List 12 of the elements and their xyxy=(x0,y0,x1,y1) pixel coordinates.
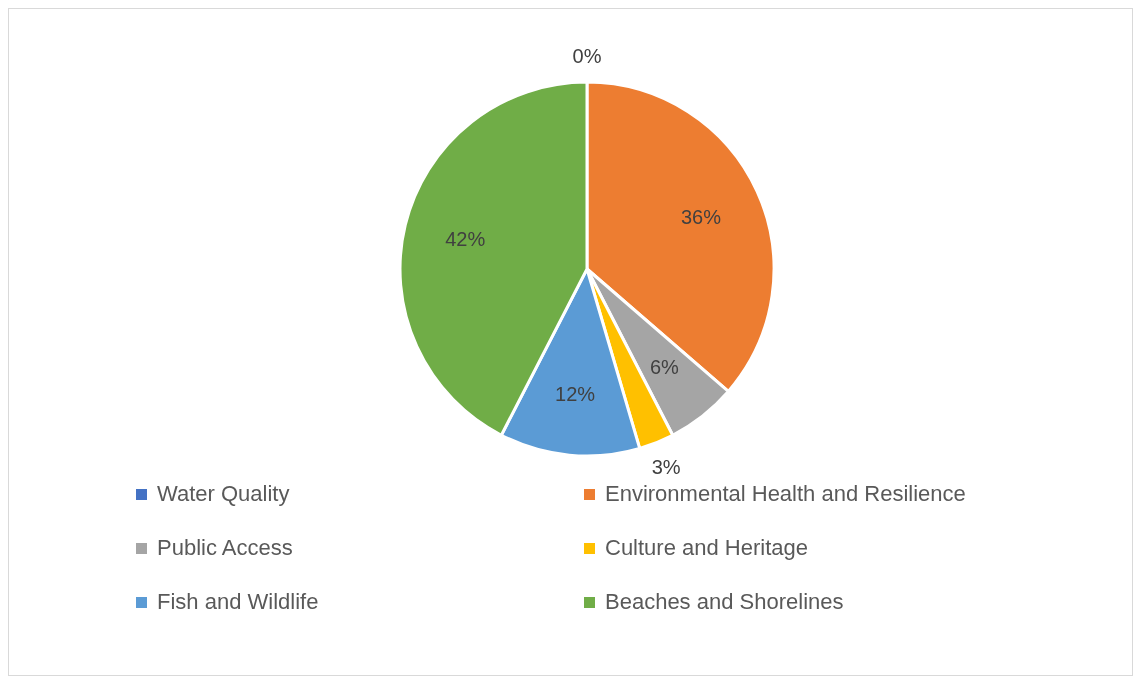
legend-label: Environmental Health and Resilience xyxy=(605,481,966,507)
legend-label: Water Quality xyxy=(157,481,290,507)
legend-label: Culture and Heritage xyxy=(605,535,809,561)
legend-label: Fish and Wildlife xyxy=(157,589,319,615)
data-label: 3% xyxy=(651,455,681,478)
data-label: 42% xyxy=(445,228,486,251)
data-label: 6% xyxy=(650,356,680,379)
legend-label: Public Access xyxy=(157,535,293,561)
text: 0% xyxy=(572,45,602,67)
data-label: 12% xyxy=(555,382,596,405)
data-label: 36% xyxy=(680,205,722,228)
legend-label: Beaches and Shorelines xyxy=(605,589,844,615)
